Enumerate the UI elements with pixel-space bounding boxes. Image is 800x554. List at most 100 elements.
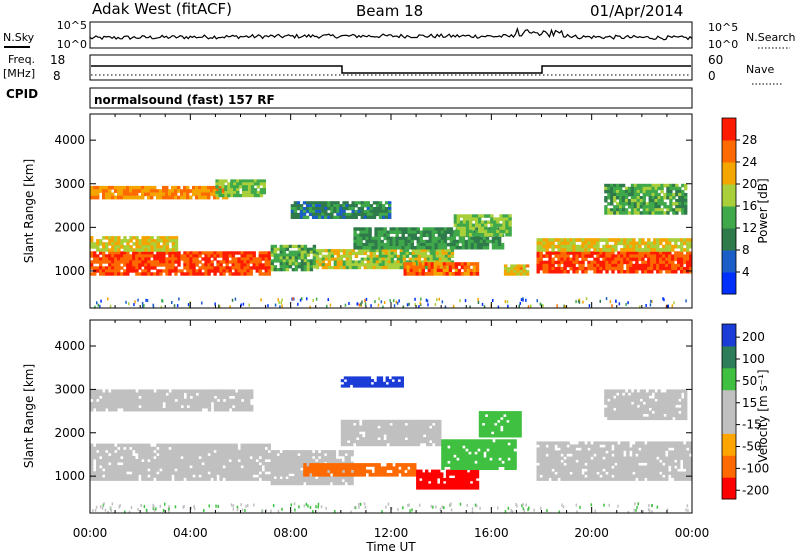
- power-cell: [683, 241, 687, 246]
- velocity-cell: [174, 474, 178, 478]
- velocity-cell: [350, 442, 354, 447]
- power-cell: [431, 236, 435, 241]
- power-cell: [111, 269, 115, 273]
- power-cell: [647, 238, 651, 242]
- power-cell: [264, 254, 268, 258]
- power-cell: [605, 270, 609, 274]
- velocity-cell: [398, 463, 402, 467]
- power-cell: [159, 254, 163, 258]
- power-cell: [402, 251, 407, 256]
- power-cell: [599, 238, 603, 242]
- power-cell: [168, 260, 172, 264]
- power-cell: [93, 195, 97, 200]
- velocity-cell: [273, 461, 277, 465]
- power-colorbar-segment: [722, 272, 736, 295]
- velocity-cell: [162, 392, 166, 396]
- power-cell: [366, 254, 371, 258]
- power-cell: [689, 266, 693, 271]
- velocity-cell: [120, 465, 124, 469]
- power-x-axis: [89, 114, 693, 308]
- velocity-cell: [450, 454, 454, 458]
- velocity-cell: [219, 462, 223, 466]
- power-cell: [267, 266, 271, 270]
- velocity-cell: [501, 463, 505, 467]
- power-cell: [174, 245, 179, 249]
- power-cell: [575, 238, 579, 242]
- power-cell: [436, 265, 441, 270]
- power-cell: [438, 254, 443, 258]
- power-cell: [147, 269, 151, 273]
- velocity-cell: [144, 443, 148, 448]
- beam-title: Beam 18: [356, 2, 423, 20]
- velocity-cell: [285, 481, 289, 486]
- velocity-cell: [171, 446, 175, 451]
- power-cell: [560, 251, 564, 255]
- power-cell: [372, 212, 377, 217]
- power-cell: [375, 263, 380, 267]
- velocity-cell: [147, 446, 151, 451]
- power-cell: [156, 272, 160, 276]
- power-cell: [647, 244, 651, 249]
- power-cell: [651, 192, 655, 197]
- velocity-cell: [144, 404, 148, 409]
- power-cell: [434, 239, 438, 244]
- power-cell: [444, 266, 449, 270]
- power-cell: [224, 188, 228, 192]
- velocity-cell: [270, 453, 274, 457]
- power-cell: [642, 183, 646, 188]
- power-cell: [494, 242, 499, 247]
- velocity-cell: [111, 477, 115, 481]
- velocity-cell: [96, 443, 100, 448]
- power-cell: [436, 272, 441, 276]
- power-cell: [366, 207, 371, 211]
- velocity-cell: [276, 470, 280, 474]
- power-cell: [605, 238, 609, 242]
- power-cell: [357, 212, 361, 217]
- velocity-cell: [156, 395, 160, 400]
- velocity-cell: [444, 463, 448, 467]
- power-cell: [665, 254, 669, 258]
- power-cell: [378, 249, 383, 253]
- power-cell: [114, 251, 118, 255]
- power-cell: [578, 238, 582, 242]
- power-cell: [225, 195, 229, 200]
- velocity-cell: [216, 449, 220, 454]
- power-cell: [384, 215, 389, 219]
- power-cell: [449, 233, 454, 238]
- velocity-cell: [486, 451, 490, 455]
- power-cell: [481, 302, 484, 306]
- velocity-cell: [192, 465, 196, 469]
- velocity-cell: [383, 422, 387, 426]
- power-cell: [229, 305, 231, 309]
- power-cell: [218, 191, 222, 195]
- velocity-cell: [353, 428, 357, 432]
- power-cell: [630, 196, 635, 200]
- power-cell: [542, 266, 546, 271]
- power-cell: [381, 204, 386, 208]
- power-cell: [479, 239, 484, 244]
- power-cell: [324, 257, 329, 261]
- power-cell: [402, 257, 407, 261]
- velocity-cell: [180, 408, 184, 412]
- velocity-cell: [398, 442, 402, 447]
- velocity-cell: [314, 479, 319, 483]
- velocity-cell: [431, 469, 435, 473]
- velocity-cell: [150, 395, 154, 400]
- power-cell: [312, 262, 317, 266]
- power-cell: [250, 193, 255, 198]
- power-cell: [584, 238, 588, 242]
- power-cell: [375, 207, 380, 211]
- power-cell: [299, 204, 304, 208]
- power-cell: [596, 270, 600, 274]
- power-cell: [336, 201, 340, 205]
- power-cell: [333, 215, 337, 219]
- power-cell: [222, 251, 226, 255]
- power-cell: [508, 223, 512, 228]
- power-cell: [218, 193, 222, 198]
- power-cell: [479, 246, 484, 250]
- velocity-cell: [159, 455, 163, 460]
- power-cell: [117, 269, 121, 273]
- power-cell: [678, 189, 682, 194]
- power-cell: [372, 266, 377, 270]
- power-cell: [204, 266, 208, 270]
